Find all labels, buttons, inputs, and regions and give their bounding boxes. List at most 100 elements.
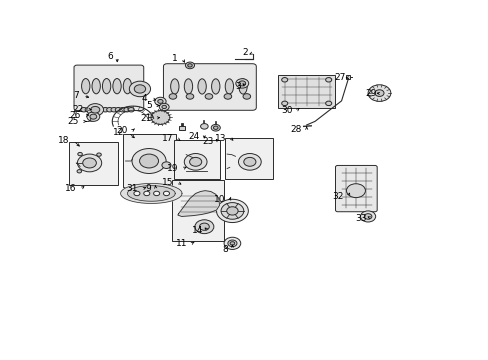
Circle shape [199,223,209,230]
Circle shape [111,108,117,112]
Circle shape [189,157,202,166]
Text: 32: 32 [332,192,343,201]
Text: 24: 24 [188,131,200,140]
Circle shape [364,214,371,219]
Circle shape [244,157,255,166]
Circle shape [132,149,166,174]
Circle shape [360,211,375,222]
Circle shape [102,108,108,112]
Circle shape [97,153,101,156]
Circle shape [158,99,163,103]
Bar [122,134,176,187]
Text: 8: 8 [222,245,227,254]
Circle shape [120,108,125,112]
Circle shape [205,94,212,99]
Text: 21: 21 [140,113,151,122]
Circle shape [106,108,113,112]
Circle shape [123,108,130,112]
Circle shape [243,94,250,99]
Circle shape [230,242,234,245]
Circle shape [115,108,121,112]
Text: 27: 27 [333,73,345,82]
Text: 15: 15 [162,178,173,187]
Circle shape [128,108,134,112]
Text: 10: 10 [213,195,225,204]
Ellipse shape [198,79,206,94]
Bar [224,138,273,179]
FancyBboxPatch shape [335,166,376,212]
FancyBboxPatch shape [74,65,143,111]
Circle shape [81,108,87,112]
Polygon shape [127,186,175,201]
Circle shape [87,112,100,121]
Ellipse shape [102,78,111,94]
Circle shape [85,108,91,112]
Text: 11: 11 [176,239,187,248]
Circle shape [227,240,237,247]
Ellipse shape [170,79,179,94]
Circle shape [134,191,140,195]
Circle shape [90,114,97,119]
Text: 18: 18 [58,136,69,145]
Circle shape [325,101,331,105]
Text: 3: 3 [235,82,241,91]
Text: 16: 16 [64,184,76,193]
Circle shape [143,191,149,195]
Text: 29: 29 [365,89,376,98]
Ellipse shape [81,78,90,94]
Circle shape [325,77,331,82]
Circle shape [185,62,194,69]
Circle shape [235,79,248,88]
Circle shape [281,101,287,105]
Circle shape [159,103,169,111]
Circle shape [186,94,193,99]
Bar [69,143,118,185]
Circle shape [89,108,95,112]
FancyBboxPatch shape [278,75,334,108]
Ellipse shape [123,78,131,94]
Circle shape [224,237,240,249]
Text: 19: 19 [167,164,178,173]
Text: 7: 7 [73,91,79,100]
Text: 9: 9 [145,184,151,193]
Text: 30: 30 [280,106,292,115]
Ellipse shape [184,79,192,94]
Circle shape [226,207,238,215]
Text: 5: 5 [146,101,152,110]
Circle shape [367,85,390,102]
Circle shape [134,85,145,93]
Ellipse shape [113,78,121,94]
Circle shape [163,191,169,195]
Text: 25: 25 [67,117,79,126]
Text: 31: 31 [126,184,138,193]
Circle shape [238,153,261,170]
Ellipse shape [238,79,247,94]
Text: 28: 28 [290,125,302,134]
Circle shape [129,81,150,97]
Circle shape [374,90,383,96]
Circle shape [87,104,103,116]
Circle shape [98,108,104,112]
Bar [174,140,220,179]
Circle shape [82,158,96,168]
Text: 33: 33 [354,214,366,223]
Text: 26: 26 [70,111,81,120]
Text: 17: 17 [162,134,173,143]
Text: 12: 12 [112,128,124,137]
Circle shape [281,77,287,82]
Circle shape [169,94,176,99]
Bar [172,180,224,240]
Ellipse shape [211,79,220,94]
Circle shape [94,108,100,112]
Circle shape [162,162,171,168]
Text: 23: 23 [202,137,213,146]
Circle shape [78,152,82,156]
Polygon shape [178,191,219,216]
Polygon shape [121,184,182,203]
Circle shape [200,123,208,129]
Text: 20: 20 [116,126,127,135]
Circle shape [77,154,102,172]
Text: 22: 22 [72,105,84,114]
Circle shape [153,191,159,195]
Circle shape [187,64,192,67]
